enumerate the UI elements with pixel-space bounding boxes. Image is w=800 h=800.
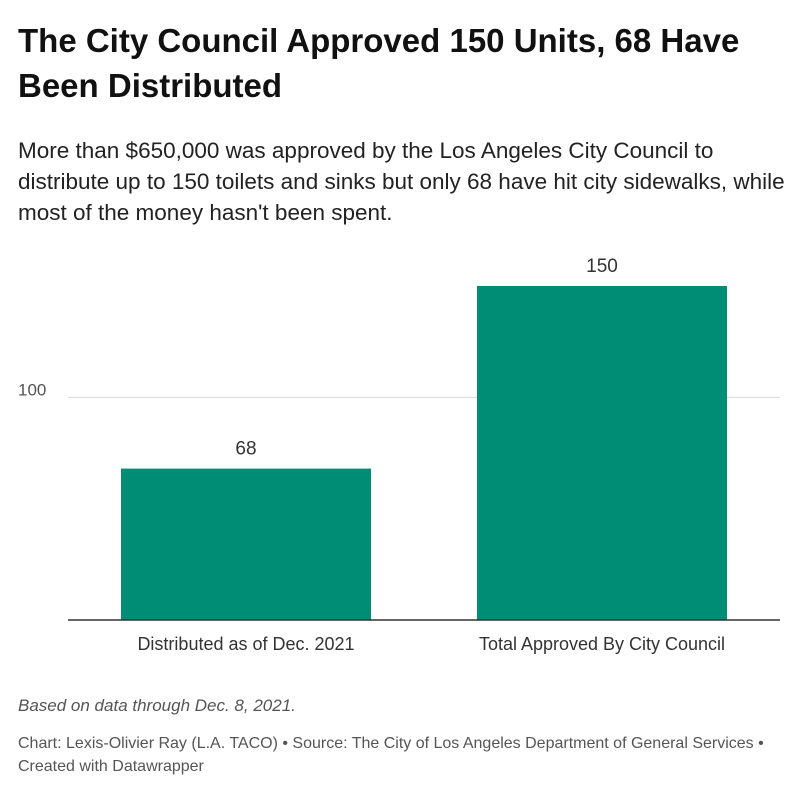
bar-value-label: 68 xyxy=(235,439,256,460)
bar-value-label: 150 xyxy=(586,256,618,277)
chart-subtitle: More than $650,000 was approved by the L… xyxy=(18,138,785,225)
bar xyxy=(477,286,727,620)
bars: 68 150 xyxy=(121,256,727,620)
bar-chart: 100 68 150 Distributed as of Dec. 2021 Tot… xyxy=(18,256,780,654)
chart-notes: Based on data through Dec. 8, 2021. xyxy=(18,696,296,715)
x-tick-label: Total Approved By City Council xyxy=(479,634,725,654)
bar xyxy=(121,468,371,620)
x-tick-label: Distributed as of Dec. 2021 xyxy=(137,634,354,654)
chart-credits: Chart: Lexis-Olivier Ray (L.A. TACO) • S… xyxy=(18,735,764,775)
y-tick-label: 100 xyxy=(18,380,46,399)
chart-title: The City Council Approved 150 Units, 68 … xyxy=(18,22,740,104)
x-tick-labels: Distributed as of Dec. 2021 Total Approve… xyxy=(137,634,725,654)
